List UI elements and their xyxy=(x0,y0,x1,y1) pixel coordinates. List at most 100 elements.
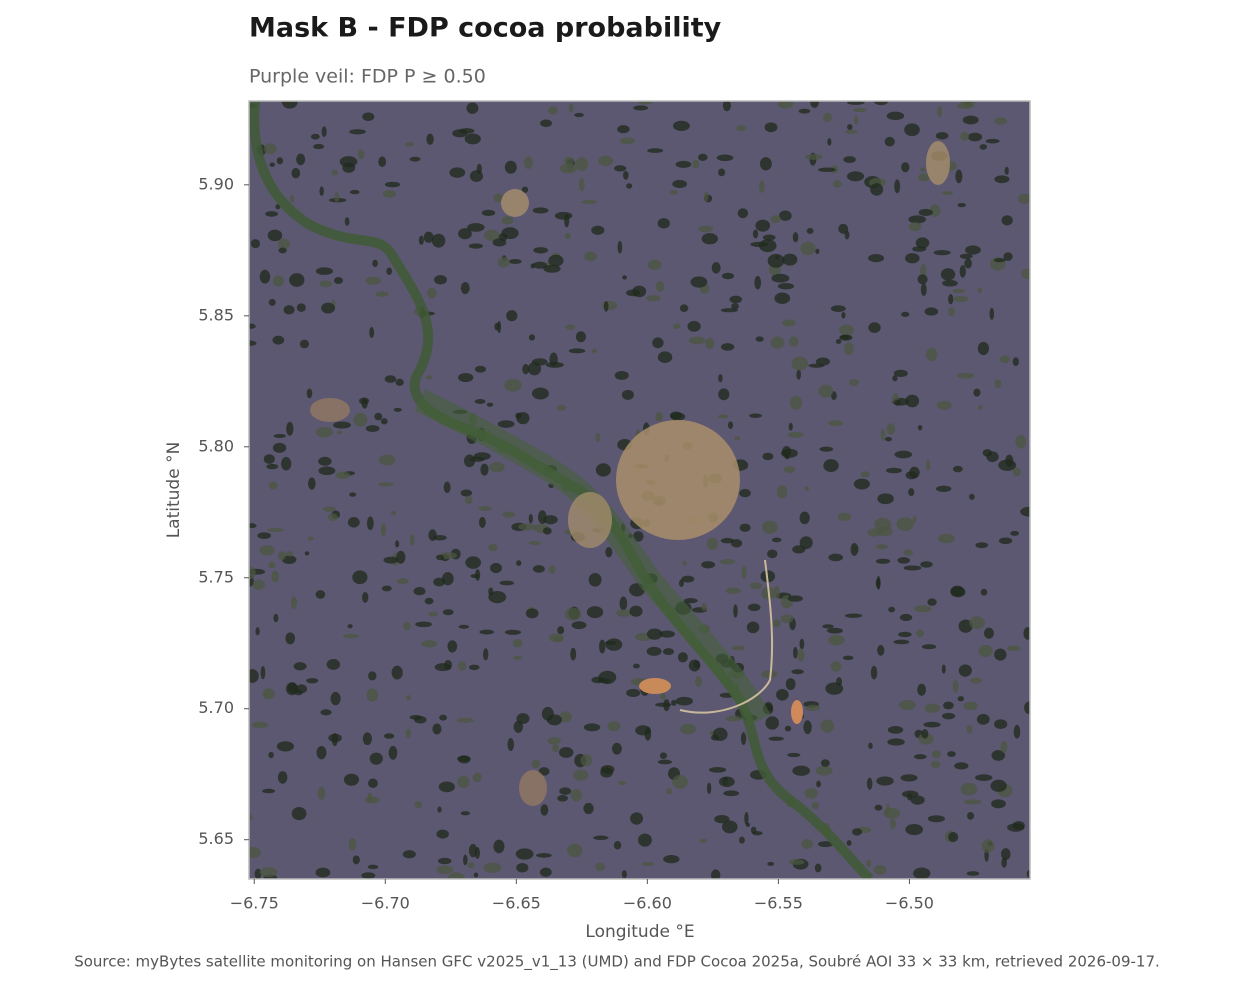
forest-patch xyxy=(687,320,701,332)
forest-patch xyxy=(991,799,1006,809)
forest-patch xyxy=(368,671,377,681)
forest-patch xyxy=(525,608,539,619)
forest-patch xyxy=(1001,215,1013,226)
forest-patch xyxy=(289,194,295,203)
forest-patch xyxy=(553,635,564,643)
forest-patch xyxy=(910,795,925,805)
forest-patch xyxy=(989,307,995,320)
forest-patch xyxy=(286,421,294,436)
forest-patch xyxy=(958,619,973,633)
forest-patch xyxy=(586,606,604,619)
forest-patch xyxy=(504,378,522,392)
forest-patch xyxy=(464,495,473,505)
forest-patch xyxy=(349,129,366,135)
forest-patch xyxy=(600,765,615,774)
forest-patch xyxy=(675,160,692,168)
forest-patch xyxy=(497,320,502,334)
forest-patch xyxy=(623,170,629,180)
forest-patch xyxy=(289,273,305,287)
forest-patch xyxy=(721,820,738,834)
forest-patch xyxy=(251,721,269,729)
forest-patch xyxy=(512,638,523,648)
forest-patch xyxy=(785,678,796,691)
forest-patch xyxy=(646,646,662,656)
forest-patch xyxy=(907,793,913,801)
forest-patch xyxy=(739,523,751,532)
forest-patch xyxy=(750,826,757,834)
forest-patch xyxy=(958,664,972,677)
forest-patch xyxy=(457,755,471,762)
forest-patch xyxy=(571,621,587,630)
forest-patch xyxy=(506,310,518,322)
forest-patch xyxy=(720,308,739,313)
forest-patch xyxy=(750,241,769,248)
forest-patch xyxy=(352,570,368,585)
forest-patch xyxy=(513,720,524,733)
forest-patch xyxy=(975,774,993,782)
forest-patch xyxy=(425,375,433,380)
forest-patch xyxy=(893,639,910,645)
forest-patch xyxy=(584,251,597,262)
forest-patch xyxy=(818,167,836,172)
forest-patch xyxy=(307,536,314,541)
forest-patch xyxy=(557,795,569,802)
forest-patch xyxy=(531,759,541,769)
forest-patch xyxy=(262,688,275,700)
forest-patch xyxy=(947,751,956,757)
forest-patch xyxy=(254,868,262,879)
forest-patch xyxy=(638,833,652,847)
forest-patch xyxy=(267,229,283,242)
forest-patch xyxy=(746,621,760,634)
forest-patch xyxy=(521,186,529,193)
forest-patch xyxy=(276,157,284,165)
forest-patch xyxy=(722,101,731,112)
x-axis-label: Longitude °E xyxy=(585,922,694,942)
forest-patch xyxy=(249,323,256,329)
forest-patch xyxy=(283,305,295,315)
forest-patch xyxy=(413,586,426,596)
forest-patch xyxy=(957,203,966,208)
forest-patch xyxy=(918,173,930,182)
forest-patch xyxy=(315,267,333,275)
forest-patch xyxy=(930,760,941,769)
forest-patch xyxy=(528,334,536,341)
forest-patch xyxy=(980,588,988,596)
forest-patch xyxy=(522,363,530,375)
forest-patch xyxy=(362,112,375,122)
forest-patch xyxy=(497,256,510,268)
forest-patch xyxy=(531,387,549,400)
forest-patch xyxy=(645,295,661,302)
forest-patch xyxy=(677,652,688,663)
forest-patch xyxy=(788,859,805,865)
forest-patch xyxy=(372,259,378,268)
forest-patch xyxy=(994,719,1008,730)
forest-patch xyxy=(574,112,584,118)
forest-patch xyxy=(291,167,301,179)
forest-patch xyxy=(473,872,479,878)
forest-patch xyxy=(917,424,923,431)
forest-patch xyxy=(347,517,360,528)
forest-patch xyxy=(647,148,664,153)
forest-patch xyxy=(543,515,558,525)
forest-patch xyxy=(573,769,589,781)
forest-patch xyxy=(432,723,442,735)
forest-patch xyxy=(733,604,738,618)
forest-patch xyxy=(991,749,1006,761)
forest-patch xyxy=(964,258,972,269)
forest-patch xyxy=(252,579,265,590)
x-tick-label: −6.65 xyxy=(492,894,541,913)
forest-patch xyxy=(542,527,552,535)
forest-patch xyxy=(366,516,374,531)
forest-patch xyxy=(558,747,574,758)
forest-patch xyxy=(518,523,536,531)
forest-patch xyxy=(489,562,503,574)
forest-patch xyxy=(832,180,842,188)
forest-patch xyxy=(527,362,542,376)
forest-patch xyxy=(504,629,522,635)
forest-patch xyxy=(436,829,449,839)
forest-patch xyxy=(538,767,550,776)
forest-patch xyxy=(365,276,382,285)
forest-patch xyxy=(277,238,290,250)
forest-patch xyxy=(249,566,256,580)
